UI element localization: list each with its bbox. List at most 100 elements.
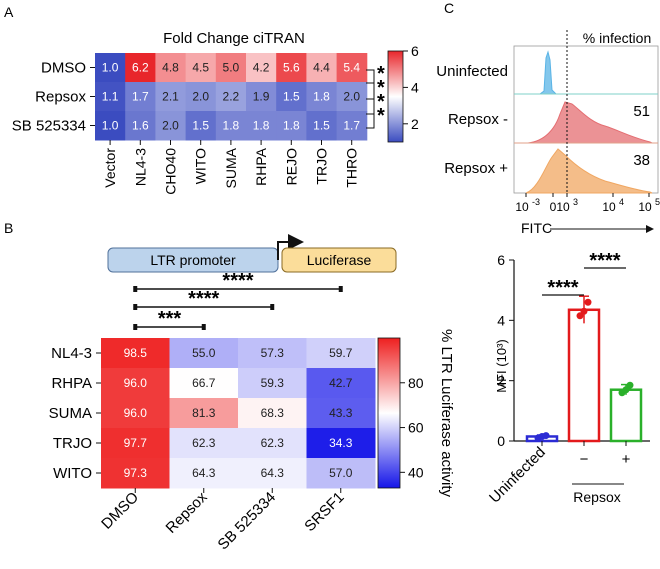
bar — [609, 388, 643, 443]
heatmap-b-cell — [238, 338, 307, 369]
heatmap-b-row-label: WITO — [53, 465, 92, 482]
bar-data-point — [542, 432, 550, 440]
heatmap-b-col-label: SB 525334 — [215, 489, 280, 554]
luciferase-label: Luciferase — [307, 252, 372, 268]
heatmap-b-row-label: TRJO — [53, 435, 92, 452]
heatmap-a-cell — [276, 53, 307, 83]
heatmap-a-col-label: THRO — [344, 148, 360, 188]
heatmap-a-cell — [125, 82, 156, 112]
heatmap-a-col-label: TRJO — [314, 148, 330, 185]
heatmap-b-value: 57.0 — [329, 466, 353, 480]
bar-significance-stars: **** — [547, 277, 578, 299]
heatmap-a-title: Fold Change ciTRAN — [163, 30, 305, 47]
bar-category-label: − — [580, 451, 589, 468]
heatmap-b-cell — [306, 458, 376, 489]
heatmap-a-value: 1.5 — [283, 90, 300, 104]
colorbar-a — [387, 50, 404, 143]
heatmap-a-value: 2.0 — [343, 90, 360, 104]
histogram-distribution — [525, 148, 653, 194]
heatmap-a-cell — [306, 111, 338, 141]
heatmap-a-col-label: WITO — [193, 148, 209, 184]
heatmap-b-value: 96.0 — [124, 376, 148, 390]
heatmap-a-col-label: NL4-3 — [132, 148, 148, 186]
significance-star-a: * — [377, 91, 385, 113]
heatmap-b-value: 55.0 — [192, 346, 216, 360]
heatmap-a-cell — [95, 111, 126, 141]
heatmap-a-cell — [276, 82, 307, 112]
heatmap-b-cell — [101, 428, 170, 459]
bar-y-tick-label: 2 — [497, 373, 505, 389]
heatmap-b-value: 66.7 — [192, 376, 216, 390]
heatmap-a-col-label: SUMA — [223, 147, 239, 188]
heatmap-a-value: 2.2 — [223, 90, 240, 104]
heatmap-a-value: 2.0 — [162, 119, 179, 133]
heatmap-a-value: 4.5 — [192, 61, 209, 75]
bar-y-tick-label: 0 — [497, 433, 505, 449]
heatmap-a-cell — [215, 82, 247, 112]
heatmap-a-value: 4.8 — [162, 61, 179, 75]
heatmap-a-cell — [155, 53, 187, 83]
heatmap-a-col-label: REJO — [283, 148, 299, 185]
heatmap-b-value: 96.0 — [124, 406, 148, 420]
significance-stars-b: **** — [222, 270, 253, 292]
heatmap-a-cell — [155, 82, 187, 112]
heatmap-a-cell — [276, 111, 307, 141]
bar-y-tick-label: 4 — [497, 312, 505, 328]
colorbar-a-tick-label: 4 — [411, 79, 419, 95]
heatmap-a-value: 1.7 — [132, 90, 149, 104]
heatmap-b-value: 68.3 — [261, 406, 285, 420]
heatmap-b-cell — [169, 338, 239, 369]
flow-histogram: % infection Uninfected Repsox - 51 Repsox +… — [436, 30, 660, 236]
promoter-arrow — [277, 234, 304, 260]
heatmap-b-cell — [238, 368, 307, 399]
heatmap-a-value: 1.8 — [313, 90, 330, 104]
heatmap-a-value: 1.7 — [343, 119, 360, 133]
heatmap-b-cell — [306, 428, 376, 459]
bar — [567, 308, 601, 443]
bar-ylabel: MFI (10³) — [494, 339, 509, 392]
heatmap-a-value: 1.9 — [253, 90, 270, 104]
significance-bracket-a — [366, 69, 375, 129]
heatmap-b-cell — [169, 428, 239, 459]
heatmap-b-value: 34.3 — [329, 436, 353, 450]
bar-category-label: + — [622, 451, 631, 468]
histogram-x-tick-label: 10 — [638, 200, 652, 214]
heatmap-a-value: 5.4 — [343, 61, 360, 75]
heatmap-a-value: 1.0 — [102, 119, 119, 133]
heatmap-a-value: 1.5 — [313, 119, 330, 133]
heatmap-b-cell — [101, 338, 170, 369]
heatmap-a-row-label: Repsox — [35, 89, 86, 106]
heatmap-a-cell — [185, 53, 217, 83]
histogram-percent: 51 — [633, 103, 650, 120]
histogram-distribution — [538, 50, 558, 95]
histogram-x-tick-exponent: 4 — [619, 197, 624, 207]
heatmap-b-cell — [306, 398, 376, 429]
colorbar-a-tick-label: 6 — [411, 43, 419, 59]
heatmap-a-cell — [125, 53, 156, 83]
heatmap-b-value: 81.3 — [192, 406, 216, 420]
heatmap-a-value: 5.6 — [283, 61, 300, 75]
colorbar-b-label: % LTR Luciferase activity — [438, 329, 455, 498]
colorbar-b-tick-label: 40 — [408, 464, 424, 480]
histogram-x-tick-exponent: -3 — [532, 197, 540, 207]
heatmap-b-value: 62.3 — [261, 436, 285, 450]
heatmap-b-value: 62.3 — [192, 436, 216, 450]
heatmap-a-value: 1.8 — [283, 119, 300, 133]
heatmap-a-value: 1.8 — [253, 119, 270, 133]
bar-data-point — [622, 386, 630, 394]
heatmap-b-value: 57.3 — [261, 346, 285, 360]
heatmap-a-cell — [215, 53, 247, 83]
histogram-title: % infection — [583, 30, 651, 46]
heatmap-a-value: 2.1 — [162, 90, 179, 104]
histogram-distribution — [527, 101, 653, 144]
bar-data-point — [580, 307, 588, 315]
heatmap-a-cell — [336, 53, 368, 83]
heatmap-b-col-label: SRSF1 — [301, 489, 347, 535]
significance-cap-b — [133, 324, 138, 330]
histogram-sample-label: Uninfected — [436, 63, 508, 80]
histogram-x-tick-exponent: 5 — [655, 197, 660, 207]
heatmap-b-value: 64.3 — [261, 466, 285, 480]
bar-data-point — [584, 298, 592, 306]
heatmap-b-col-label: Repsox — [163, 488, 211, 536]
